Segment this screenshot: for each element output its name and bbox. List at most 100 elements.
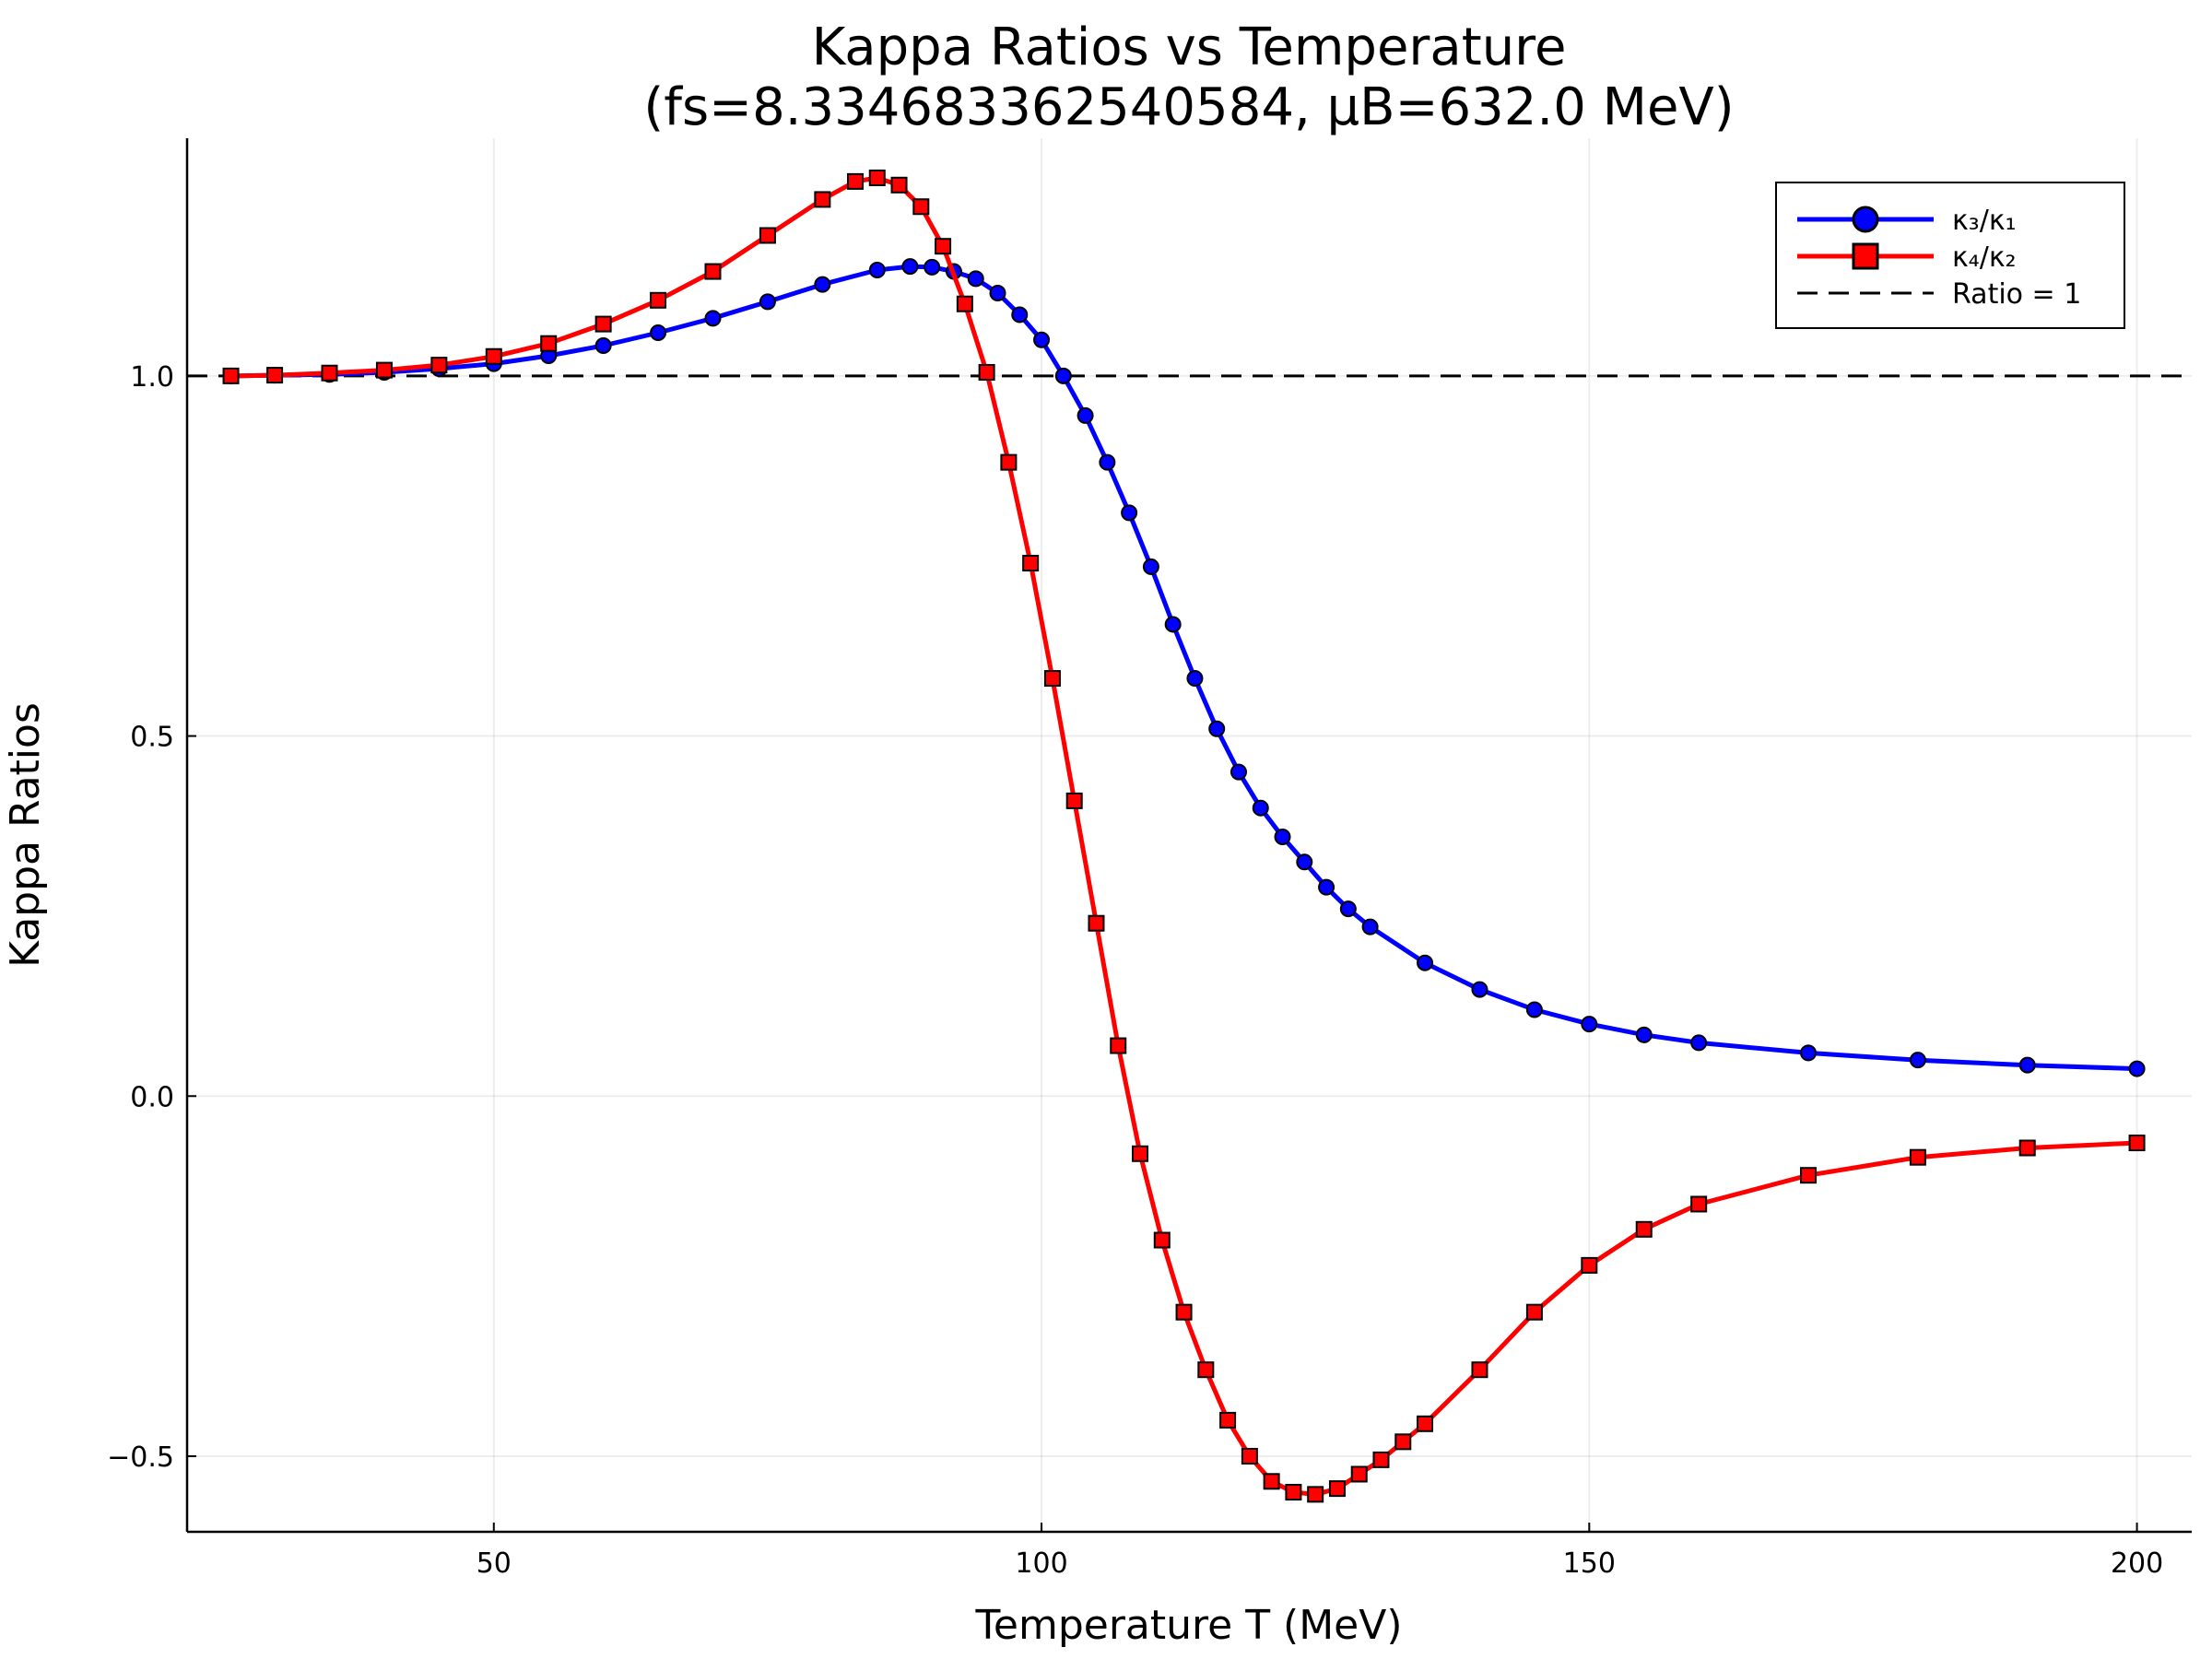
y-tick-label: 0.0 [130, 1081, 174, 1113]
y-ticks: −0.5 0.0 0.5 1.0 [107, 361, 196, 1474]
data-point [1033, 331, 1051, 348]
data-point [1000, 453, 1018, 471]
data-point [1635, 1220, 1653, 1238]
data-point [430, 357, 448, 374]
data-point [1099, 453, 1116, 471]
y-tick-label: −0.5 [107, 1441, 174, 1474]
data-point [1121, 504, 1138, 522]
data-point [924, 258, 941, 276]
data-point [1417, 954, 1434, 971]
data-point [1110, 1037, 1127, 1054]
data-point [759, 227, 776, 244]
data-point [1361, 918, 1379, 935]
data-point [704, 310, 722, 327]
data-point [1208, 720, 1226, 737]
data-point [1339, 900, 1357, 918]
data-point [1296, 853, 1313, 871]
data-point [1471, 1361, 1488, 1379]
x-tick-label: 150 [1563, 1547, 1616, 1580]
data-point [1274, 828, 1291, 845]
data-point [594, 337, 612, 355]
data-point [2128, 1060, 2146, 1077]
data-point [868, 169, 886, 186]
data-point [1142, 558, 1159, 575]
y-tick-label: 0.5 [130, 722, 174, 754]
data-point [1690, 1034, 1708, 1052]
data-point [1800, 1044, 1818, 1062]
x-tick-label: 100 [1015, 1547, 1067, 1580]
data-point [1186, 670, 1204, 688]
data-point [1219, 1411, 1237, 1429]
data-point [1471, 981, 1488, 998]
data-point [1328, 1480, 1346, 1498]
legend: κ₃/κ₁ κ₄/κ₂ Ratio = 1 [1775, 182, 2125, 329]
data-point [912, 198, 930, 216]
data-point [1230, 763, 1247, 781]
legend-label-kappa31: κ₃/κ₁ [1952, 205, 2017, 237]
data-point [222, 367, 240, 384]
data-point [1153, 1231, 1171, 1249]
data-point [989, 285, 1006, 301]
data-point [956, 295, 973, 312]
data-point [1043, 670, 1061, 688]
data-point [2018, 1056, 2036, 1074]
data-point [1350, 1465, 1368, 1483]
x-tick-label: 50 [477, 1547, 512, 1580]
data-point [1307, 1486, 1324, 1503]
series-line [230, 175, 2137, 1497]
data-point [1525, 1303, 1543, 1321]
data-point [1372, 1451, 1390, 1468]
data-point [1065, 792, 1083, 809]
chart-title-line-2: (fs=8.334683362540584, μB=632.0 MeV) [643, 77, 1734, 137]
x-ticks: 50 100 150 200 [477, 1523, 2163, 1580]
data-point [1197, 1361, 1215, 1379]
data-point [1394, 1433, 1412, 1451]
series-kappa42 [222, 169, 2146, 1503]
data-point [1175, 1303, 1193, 1321]
data-point [890, 176, 908, 194]
data-point [967, 270, 984, 288]
data-point [1581, 1016, 1598, 1033]
data-point [540, 335, 558, 352]
data-point [1417, 1415, 1434, 1432]
data-point [978, 363, 995, 381]
data-point [1054, 367, 1072, 384]
data-point [1909, 1052, 1926, 1069]
x-axis-label: Temperature T (MeV) [974, 1602, 1402, 1649]
data-point [901, 258, 919, 276]
data-point [1241, 1447, 1258, 1465]
x-tick-label: 200 [2111, 1547, 2163, 1580]
data-point [1285, 1484, 1302, 1501]
series-layer [222, 169, 2146, 1503]
legend-label-ratio: Ratio = 1 [1952, 278, 2081, 311]
legend-label-kappa42: κ₄/κ₂ [1952, 241, 2017, 274]
data-point [1800, 1167, 1818, 1184]
chart-title-line-1: Kappa Ratios vs Temperature [812, 18, 1567, 77]
data-point [2128, 1135, 2146, 1152]
data-point [759, 293, 776, 311]
data-point [1132, 1145, 1149, 1162]
data-point [1263, 1473, 1280, 1490]
data-point [485, 347, 502, 365]
data-point [1252, 799, 1269, 817]
data-point [814, 191, 831, 208]
data-point [868, 261, 886, 278]
legend-marker-kappa42 [1852, 242, 1879, 270]
y-tick-label: 1.0 [130, 361, 174, 394]
data-point [1635, 1026, 1653, 1043]
data-point [375, 361, 393, 379]
data-point [935, 238, 952, 255]
data-point [814, 276, 831, 293]
data-point [650, 291, 667, 309]
data-point [1581, 1256, 1598, 1274]
data-point [1909, 1148, 1926, 1166]
data-point [321, 364, 338, 382]
data-point [266, 367, 284, 384]
y-axis-label: Kappa Ratios [2, 702, 49, 968]
data-point [1164, 616, 1182, 633]
data-point [1690, 1195, 1708, 1213]
data-point [1077, 406, 1094, 424]
data-point [650, 324, 667, 341]
data-point [1011, 306, 1029, 324]
